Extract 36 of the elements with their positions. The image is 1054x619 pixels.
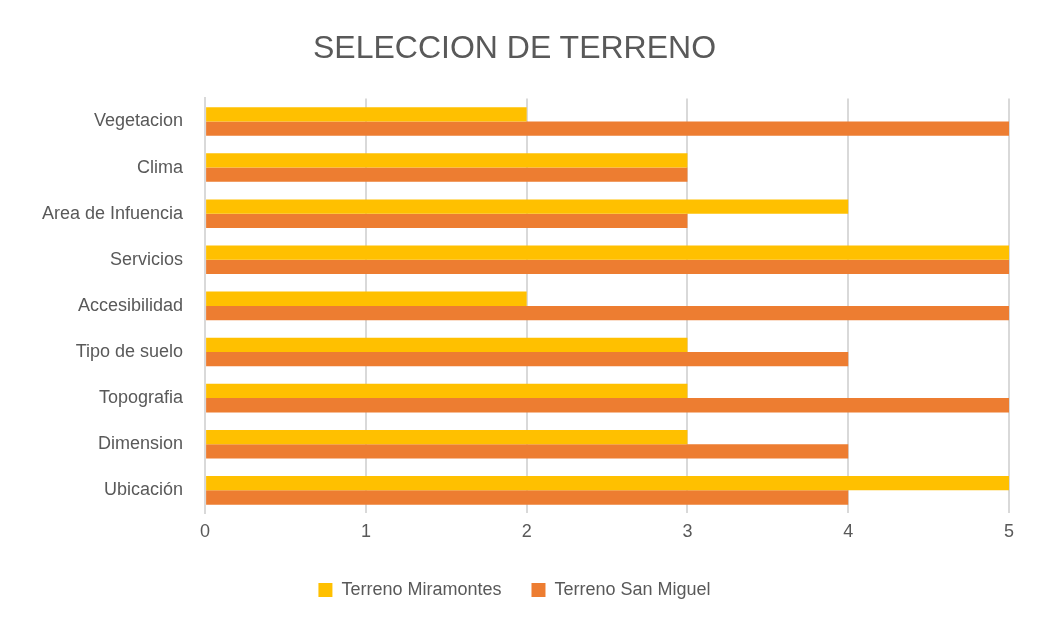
y-tick-label: Topografia [99,387,185,408]
bar [206,199,849,214]
y-tick-label: Clima [137,156,185,177]
bar [206,490,849,505]
bar [206,305,1009,321]
x-tick-label: 2 [521,521,532,542]
x-tick-label: 0 [200,521,211,542]
bar [206,383,688,399]
bar [206,213,688,228]
bar [206,476,1009,491]
x-tick-label: 1 [360,521,371,542]
bar [206,398,1009,413]
y-tick-label: Servicios [110,248,184,269]
y-tick-label: Area de Infuencia [41,202,185,223]
bar [206,291,527,306]
x-tick-label: 4 [843,521,854,542]
bar [206,245,1009,260]
y-tick-label: Dimension [98,433,184,454]
bar [206,167,688,182]
y-tick-label: Ubicación [104,479,184,500]
legend-label: Terreno Miramontes [341,578,502,599]
y-tick-label: Accesibilidad [78,294,184,315]
bar [206,121,1009,136]
bar [206,153,688,168]
bar [206,429,688,445]
x-tick-label: 3 [682,521,693,542]
bar [206,444,849,459]
bar [206,337,688,353]
bar [206,107,527,122]
bar [206,352,849,367]
legend-label: Terreno San Miguel [554,578,711,599]
y-tick-label: Tipo de suelo [75,340,184,361]
chart-title: SELECCION DE TERRENO [312,29,717,66]
y-tick-label: Vegetacion [94,110,184,131]
bar [206,259,1009,275]
x-tick-label: 5 [1003,521,1015,542]
